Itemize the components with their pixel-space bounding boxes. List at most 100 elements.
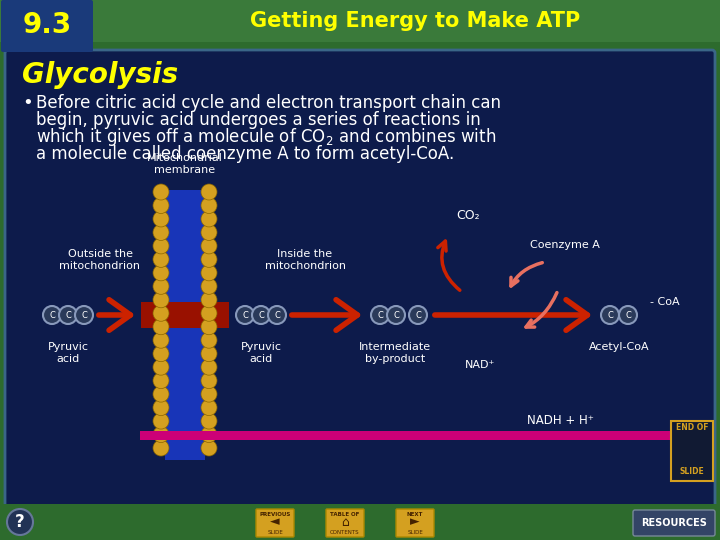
Circle shape xyxy=(387,306,405,324)
Circle shape xyxy=(153,265,169,281)
Text: Getting Energy to Make ATP: Getting Energy to Make ATP xyxy=(250,11,580,31)
Circle shape xyxy=(153,332,169,348)
Bar xyxy=(140,431,688,440)
Text: Intermediate
by-product: Intermediate by-product xyxy=(359,342,431,363)
Text: Inside the
mitochondrion: Inside the mitochondrion xyxy=(264,249,346,271)
Text: TABLE OF: TABLE OF xyxy=(330,511,360,516)
Circle shape xyxy=(409,306,427,324)
Text: C: C xyxy=(393,310,399,320)
Circle shape xyxy=(59,306,77,324)
FancyBboxPatch shape xyxy=(1,0,93,52)
Circle shape xyxy=(201,265,217,281)
Circle shape xyxy=(201,373,217,389)
Circle shape xyxy=(153,211,169,227)
FancyBboxPatch shape xyxy=(633,510,715,536)
FancyBboxPatch shape xyxy=(396,509,434,537)
Circle shape xyxy=(201,198,217,213)
Text: SLIDE: SLIDE xyxy=(267,530,283,535)
Circle shape xyxy=(153,413,169,429)
Text: C: C xyxy=(607,310,613,320)
Bar xyxy=(165,190,205,460)
Text: C: C xyxy=(49,310,55,320)
Circle shape xyxy=(201,400,217,416)
Circle shape xyxy=(201,427,217,442)
Circle shape xyxy=(201,359,217,375)
Circle shape xyxy=(201,184,217,200)
FancyBboxPatch shape xyxy=(256,509,294,537)
Text: CONTENTS: CONTENTS xyxy=(330,530,360,535)
Circle shape xyxy=(153,198,169,213)
Text: C: C xyxy=(81,310,87,320)
Text: SLIDE: SLIDE xyxy=(407,530,423,535)
Circle shape xyxy=(153,373,169,389)
Circle shape xyxy=(601,306,619,324)
Circle shape xyxy=(153,305,169,321)
Circle shape xyxy=(201,238,217,254)
Text: END OF: END OF xyxy=(676,423,708,433)
Text: CO₂: CO₂ xyxy=(456,209,480,222)
Text: Before citric acid cycle and electron transport chain can: Before citric acid cycle and electron tr… xyxy=(36,94,501,112)
Circle shape xyxy=(153,440,169,456)
Text: C: C xyxy=(65,310,71,320)
Circle shape xyxy=(201,386,217,402)
Text: SLIDE: SLIDE xyxy=(680,468,704,476)
Circle shape xyxy=(153,400,169,416)
Text: a molecule called coenzyme A to form acetyl-CoA.: a molecule called coenzyme A to form ace… xyxy=(36,145,454,163)
Text: - CoA: - CoA xyxy=(650,297,680,307)
Text: C: C xyxy=(258,310,264,320)
Circle shape xyxy=(201,278,217,294)
Circle shape xyxy=(153,427,169,442)
Text: NAD⁺: NAD⁺ xyxy=(465,360,495,370)
Text: Pyruvic
acid: Pyruvic acid xyxy=(48,342,89,363)
Text: ?: ? xyxy=(15,513,25,531)
Text: Mitochondrial
membrane: Mitochondrial membrane xyxy=(147,153,223,175)
Circle shape xyxy=(201,211,217,227)
Circle shape xyxy=(201,305,217,321)
FancyBboxPatch shape xyxy=(5,50,715,511)
Circle shape xyxy=(43,306,61,324)
Circle shape xyxy=(153,251,169,267)
Circle shape xyxy=(153,238,169,254)
Circle shape xyxy=(153,225,169,240)
Circle shape xyxy=(201,440,217,456)
Circle shape xyxy=(268,306,286,324)
Text: NEXT: NEXT xyxy=(407,511,423,516)
Text: Coenzyme A: Coenzyme A xyxy=(530,240,600,250)
Bar xyxy=(0,504,720,540)
Circle shape xyxy=(153,184,169,200)
Circle shape xyxy=(201,292,217,308)
Circle shape xyxy=(153,292,169,308)
Text: C: C xyxy=(415,310,421,320)
Circle shape xyxy=(153,346,169,362)
Circle shape xyxy=(201,225,217,240)
Text: which it gives off a molecule of CO$_2$ and combines with: which it gives off a molecule of CO$_2$ … xyxy=(36,126,496,148)
Circle shape xyxy=(75,306,93,324)
Circle shape xyxy=(371,306,389,324)
Circle shape xyxy=(153,359,169,375)
Circle shape xyxy=(252,306,270,324)
Circle shape xyxy=(153,278,169,294)
Text: 9.3: 9.3 xyxy=(22,11,71,39)
Circle shape xyxy=(201,346,217,362)
FancyBboxPatch shape xyxy=(671,421,713,481)
Text: PREVIOUS: PREVIOUS xyxy=(259,511,291,516)
Text: C: C xyxy=(377,310,383,320)
Circle shape xyxy=(201,332,217,348)
Circle shape xyxy=(7,509,33,535)
Text: RESOURCES: RESOURCES xyxy=(641,518,707,528)
Text: C: C xyxy=(242,310,248,320)
Text: NADH + H⁺: NADH + H⁺ xyxy=(526,414,593,427)
Text: begin, pyruvic acid undergoes a series of reactions in: begin, pyruvic acid undergoes a series o… xyxy=(36,111,481,129)
Circle shape xyxy=(201,251,217,267)
Circle shape xyxy=(153,386,169,402)
Text: Pyruvic
acid: Pyruvic acid xyxy=(240,342,282,363)
Text: •: • xyxy=(22,94,32,112)
Text: ⌂: ⌂ xyxy=(341,516,349,529)
Text: ►: ► xyxy=(410,516,420,529)
Circle shape xyxy=(153,319,169,335)
Text: ◄: ◄ xyxy=(270,516,280,529)
Bar xyxy=(0,0,720,42)
Circle shape xyxy=(201,319,217,335)
Text: Outside the
mitochondrion: Outside the mitochondrion xyxy=(60,249,140,271)
Bar xyxy=(141,302,229,328)
